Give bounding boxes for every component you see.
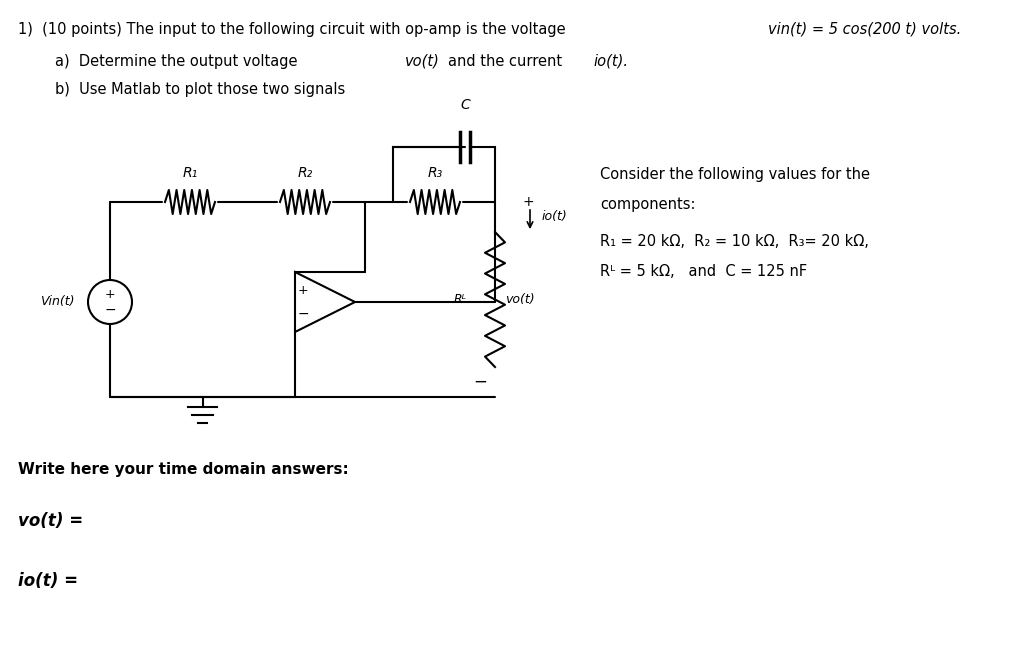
Text: vo(t): vo(t) (406, 54, 440, 69)
Text: Rᴸ: Rᴸ (454, 293, 467, 306)
Text: −: − (104, 303, 116, 317)
Text: a)  Determine the output voltage: a) Determine the output voltage (55, 54, 298, 69)
Text: io(t): io(t) (542, 211, 567, 224)
Text: b)  Use Matlab to plot those two signals: b) Use Matlab to plot those two signals (55, 82, 345, 97)
Text: R₃: R₃ (427, 166, 442, 180)
Text: io(t) =: io(t) = (18, 572, 78, 590)
Text: C: C (460, 98, 470, 112)
Text: +: + (298, 284, 308, 297)
Text: +: + (104, 288, 116, 301)
Text: Vin(t): Vin(t) (41, 295, 75, 308)
Text: vo(t): vo(t) (505, 293, 535, 306)
Text: 1)  (10 points) The input to the following circuit with op-amp is the voltage: 1) (10 points) The input to the followin… (18, 22, 565, 37)
Text: R₁ = 20 kΩ,  R₂ = 10 kΩ,  R₃= 20 kΩ,: R₁ = 20 kΩ, R₂ = 10 kΩ, R₃= 20 kΩ, (600, 234, 869, 249)
Text: vo(t) =: vo(t) = (18, 512, 83, 530)
Text: +: + (522, 195, 534, 209)
Text: R₂: R₂ (297, 166, 312, 180)
Text: R₁: R₁ (182, 166, 198, 180)
Text: components:: components: (600, 197, 695, 212)
Text: −: − (297, 307, 309, 321)
Text: Write here your time domain answers:: Write here your time domain answers: (18, 462, 349, 477)
Text: and the current: and the current (449, 54, 566, 69)
Text: Consider the following values for the: Consider the following values for the (600, 167, 870, 182)
Text: vin(t) = 5 cos(200 t) volts.: vin(t) = 5 cos(200 t) volts. (768, 22, 962, 37)
Text: −: − (473, 373, 487, 391)
Text: io(t).: io(t). (593, 54, 628, 69)
Text: Rᴸ = 5 kΩ,   and  C = 125 nF: Rᴸ = 5 kΩ, and C = 125 nF (600, 264, 807, 279)
